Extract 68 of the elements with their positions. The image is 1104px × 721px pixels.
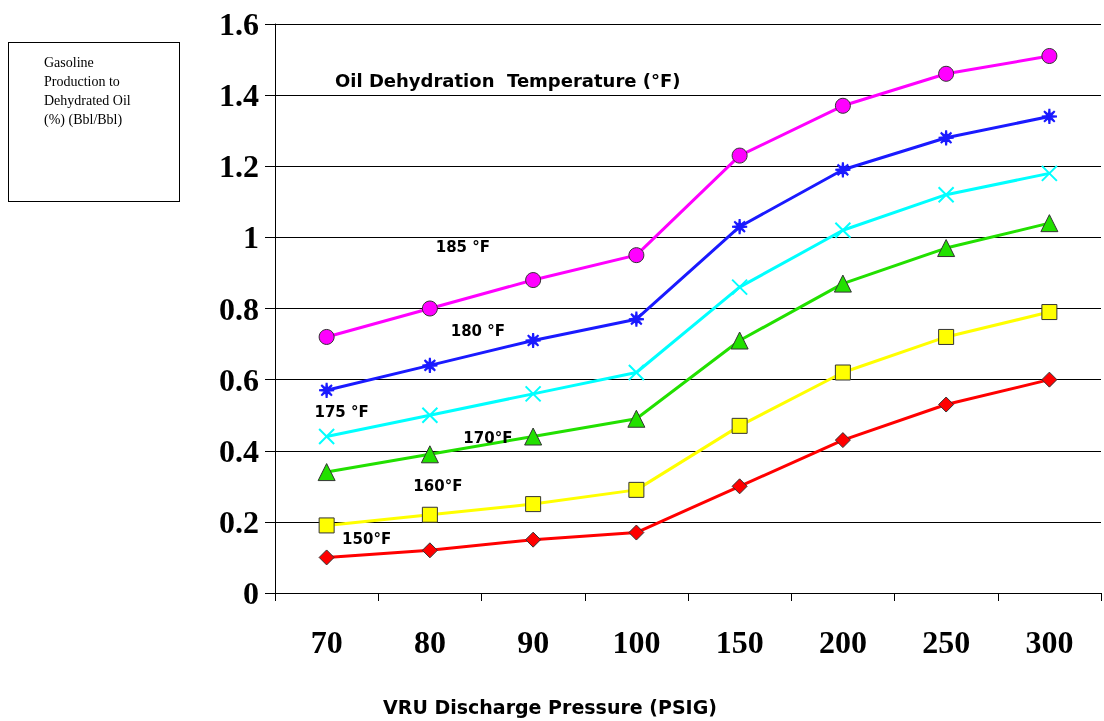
point bbox=[524, 332, 542, 350]
y-tick-label: 0.4 bbox=[219, 432, 259, 469]
point bbox=[937, 239, 956, 258]
point bbox=[628, 524, 645, 541]
point bbox=[1041, 48, 1058, 64]
point bbox=[1041, 371, 1058, 388]
series-label: 160°F bbox=[413, 476, 463, 495]
point bbox=[628, 247, 645, 264]
y-tick-label: 1.4 bbox=[219, 77, 259, 114]
point bbox=[525, 531, 542, 548]
x-axis-title: VRU Discharge Pressure (PSIG) bbox=[382, 696, 718, 718]
series-label: 175 °F bbox=[314, 402, 369, 421]
point bbox=[317, 463, 336, 482]
y-tick-label: 1.6 bbox=[219, 6, 259, 42]
point bbox=[421, 542, 438, 559]
point bbox=[627, 409, 646, 428]
x-tick-label: 70 bbox=[310, 624, 343, 660]
point bbox=[420, 445, 439, 464]
point bbox=[731, 417, 748, 434]
y-tick-label: 1 bbox=[243, 219, 259, 256]
series-label: 180 °F bbox=[450, 322, 506, 341]
point bbox=[318, 517, 335, 534]
x-tick-label: 200 bbox=[818, 624, 867, 660]
text: Oil Dehydration Temperature (°F) bbox=[335, 69, 681, 91]
point bbox=[525, 496, 542, 513]
point bbox=[834, 364, 851, 381]
y-tick-label: 0.2 bbox=[219, 503, 259, 540]
y-tick-label: 1.2 bbox=[219, 148, 259, 185]
point bbox=[421, 406, 439, 424]
point bbox=[421, 300, 438, 317]
point bbox=[524, 427, 543, 446]
x-tick-label: 150 bbox=[715, 624, 764, 660]
point bbox=[938, 396, 955, 413]
x-tick-label: 90 bbox=[517, 624, 550, 660]
point bbox=[731, 278, 749, 296]
x-tick-label: 250 bbox=[922, 624, 971, 660]
point bbox=[938, 65, 955, 82]
point bbox=[524, 385, 542, 403]
x-tick-label: 100 bbox=[612, 624, 661, 660]
point bbox=[627, 364, 645, 382]
text: Gasoline Production to Dehydrated Oil (%) (Bbl/Bbl) bbox=[8, 42, 180, 202]
series-label: 150°F bbox=[342, 530, 392, 549]
point bbox=[318, 428, 336, 446]
y-tick-label: 0.6 bbox=[219, 361, 259, 398]
point bbox=[1040, 214, 1059, 233]
point bbox=[628, 481, 645, 498]
x-tick-label: 300 bbox=[1025, 624, 1074, 660]
x-tick-label: 80 bbox=[413, 624, 446, 660]
series-label: 170°F bbox=[463, 429, 513, 448]
point bbox=[730, 331, 749, 350]
point bbox=[834, 432, 851, 449]
point bbox=[318, 328, 335, 345]
point bbox=[1041, 304, 1058, 321]
y-tick-label: 0 bbox=[243, 575, 259, 611]
text: 185 °F bbox=[435, 237, 491, 256]
point bbox=[937, 186, 955, 204]
point bbox=[834, 221, 852, 239]
point bbox=[938, 328, 955, 345]
point bbox=[731, 478, 748, 495]
point bbox=[318, 549, 335, 566]
point bbox=[421, 356, 439, 374]
point bbox=[834, 97, 851, 114]
point bbox=[525, 272, 542, 289]
point bbox=[731, 147, 748, 164]
point bbox=[421, 506, 438, 523]
point bbox=[833, 274, 852, 293]
point bbox=[1040, 164, 1058, 182]
y-tick-label: 0.8 bbox=[219, 290, 259, 327]
